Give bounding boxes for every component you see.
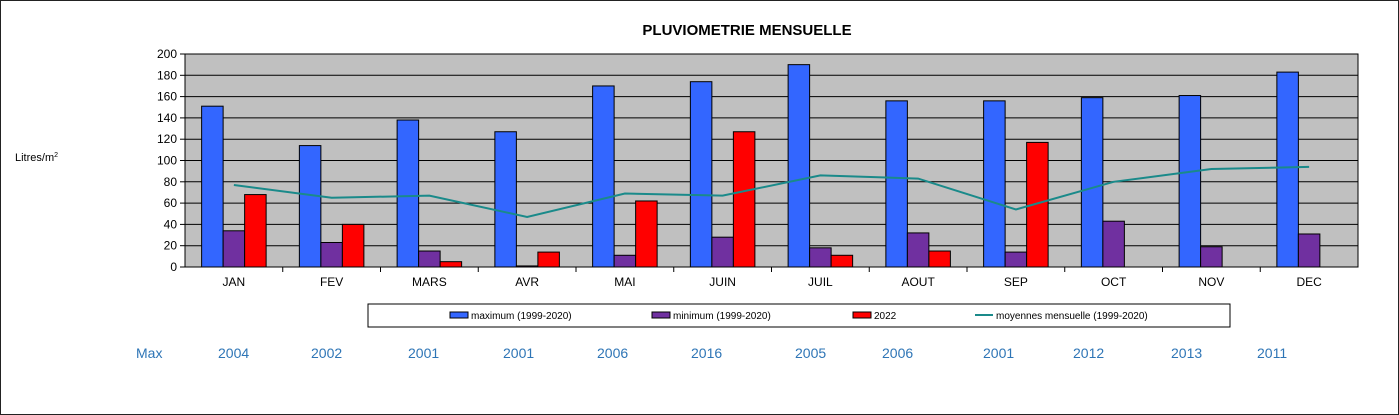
legend-label: minimum (1999-2020) bbox=[673, 311, 771, 322]
legend-items: maximum (1999-2020) minimum (1999-2020) 20… bbox=[449, 311, 1148, 322]
x-tick-label: MARS bbox=[412, 275, 447, 289]
bar-mars-0 bbox=[396, 119, 420, 268]
y-axis-label-text: Litres/m bbox=[15, 152, 54, 164]
legend-swatch bbox=[449, 311, 469, 319]
bar-juil-2 bbox=[830, 254, 854, 268]
x-tick-label: OCT bbox=[1101, 275, 1127, 289]
max-year-mai: 2006 bbox=[597, 345, 629, 361]
bar-aout-2 bbox=[928, 250, 951, 268]
x-tick-label: DEC bbox=[1296, 275, 1322, 289]
legend-swatch bbox=[852, 311, 872, 319]
max-year-avr: 2001 bbox=[503, 345, 535, 361]
bar-sep-0 bbox=[983, 100, 1006, 268]
bar-dec-1 bbox=[1297, 233, 1321, 268]
max-row-label: Max bbox=[136, 345, 163, 361]
bar-jan-1 bbox=[222, 230, 246, 268]
y-tick-label: 160 bbox=[157, 90, 177, 104]
legend bbox=[367, 303, 1231, 328]
y-tick-label: 60 bbox=[164, 196, 178, 210]
y-tick-label: 100 bbox=[157, 154, 177, 168]
max-year-oct: 2012 bbox=[1073, 345, 1105, 361]
bar-juin-0 bbox=[689, 81, 713, 268]
legend-swatch bbox=[651, 311, 671, 319]
bars bbox=[201, 64, 1321, 268]
bar-nov-0 bbox=[1178, 95, 1202, 268]
legend-label: 2022 bbox=[874, 311, 897, 322]
x-tick-label: SEP bbox=[1004, 275, 1028, 289]
max-year-aout: 2006 bbox=[882, 345, 914, 361]
average-line bbox=[233, 165, 1310, 218]
bar-juil-1 bbox=[809, 247, 832, 268]
y-tick-label: 80 bbox=[164, 175, 178, 189]
max-year-jan: 2004 bbox=[218, 345, 250, 361]
x-tick-label: JUIN bbox=[709, 275, 736, 289]
y-tick-label: 40 bbox=[164, 217, 178, 231]
y-axis-label-superscript: 2 bbox=[54, 152, 58, 159]
y-tick-label: 200 bbox=[157, 47, 177, 61]
rainfall-chart: PLUVIOMETRIE MENSUELLE Litres/m2 0 20 40 60… bbox=[15, 22, 1359, 328]
bar-mars-2 bbox=[439, 261, 463, 268]
bar-jan-0 bbox=[201, 105, 224, 268]
max-year-juil: 2005 bbox=[795, 345, 827, 361]
bar-mai-2 bbox=[635, 200, 658, 268]
bar-sep-2 bbox=[1026, 141, 1049, 268]
y-tick-label: 120 bbox=[157, 132, 177, 146]
y-axis-ticks: 0 20 40 60 80 100 120 140 160 180 200 bbox=[157, 47, 185, 274]
max-year-nov: 2013 bbox=[1171, 345, 1203, 361]
bar-juil-0 bbox=[787, 64, 811, 268]
bar-nov-1 bbox=[1200, 246, 1223, 268]
bar-fev-1 bbox=[320, 242, 343, 268]
gridlines bbox=[185, 74, 1358, 247]
bar-oct-0 bbox=[1080, 97, 1104, 268]
max-year-fev: 2002 bbox=[311, 345, 343, 361]
bar-sep-1 bbox=[1004, 251, 1028, 268]
x-tick-label: AOUT bbox=[901, 275, 935, 289]
bar-jan-2 bbox=[244, 194, 267, 268]
average-series-line bbox=[233, 165, 1310, 218]
bar-mai-0 bbox=[592, 85, 615, 268]
y-tick-label: 140 bbox=[157, 111, 177, 125]
bar-fev-0 bbox=[298, 145, 322, 268]
bar-juin-2 bbox=[732, 131, 756, 268]
bar-juin-1 bbox=[711, 236, 734, 268]
x-tick-label: JUIL bbox=[808, 275, 833, 289]
max-year-sep: 2001 bbox=[983, 345, 1015, 361]
y-tick-label: 20 bbox=[164, 239, 178, 253]
x-tick-label: NOV bbox=[1198, 275, 1224, 289]
bar-oct-1 bbox=[1102, 220, 1125, 268]
bar-aout-0 bbox=[885, 100, 908, 268]
bar-avr-1 bbox=[515, 265, 539, 268]
bar-mars-1 bbox=[418, 250, 441, 268]
legend-label: moyennes mensuelle (1999-2020) bbox=[996, 311, 1148, 322]
bar-dec-0 bbox=[1276, 71, 1299, 268]
y-tick-label: 180 bbox=[157, 68, 177, 82]
max-year-juin: 2016 bbox=[691, 345, 723, 361]
y-axis-label: Litres/m2 bbox=[15, 152, 58, 164]
max-year-mars: 2001 bbox=[408, 345, 440, 361]
x-tick-label: MAI bbox=[614, 275, 635, 289]
x-tick-label: JAN bbox=[223, 275, 246, 289]
bar-avr-0 bbox=[494, 131, 517, 268]
x-tick-label: FEV bbox=[320, 275, 343, 289]
x-tick-label: AVR bbox=[515, 275, 539, 289]
bar-fev-2 bbox=[341, 223, 365, 268]
max-year-dec: 2011 bbox=[1257, 345, 1288, 361]
x-axis-ticks: JAN FEV MARS AVR MAI JUIN JUIL AOUT SEP OCT NOV DEC bbox=[223, 267, 1322, 289]
bar-mai-1 bbox=[613, 254, 637, 268]
y-tick-label: 0 bbox=[170, 260, 177, 274]
bar-avr-2 bbox=[537, 251, 560, 268]
chart-title: PLUVIOMETRIE MENSUELLE bbox=[642, 22, 851, 39]
legend-label: maximum (1999-2020) bbox=[471, 311, 572, 322]
bar-aout-1 bbox=[906, 232, 930, 268]
